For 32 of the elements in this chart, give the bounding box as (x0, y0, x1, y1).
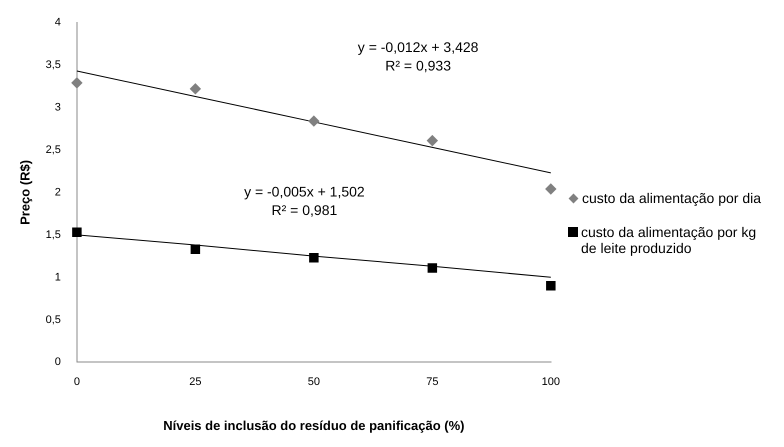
x-tick-label: 0 (74, 376, 80, 388)
y-tick-label: 1,5 (46, 228, 61, 241)
x-tick-label: 50 (308, 376, 320, 388)
point (308, 116, 320, 127)
point (545, 184, 556, 195)
y-tick-label: 3 (54, 102, 61, 114)
point (309, 253, 319, 263)
y-axis-title: Preço (R$) (17, 160, 32, 225)
point (190, 83, 201, 94)
y-tick-label: 2 (54, 186, 61, 198)
legend-label: custo da alimentação por kg de leite produzido (581, 224, 758, 256)
point (72, 228, 82, 238)
y-tick-label: 0 (54, 356, 61, 368)
annotation: R² = 0,933 (385, 58, 452, 74)
y-tick-label: 2,5 (46, 144, 61, 156)
y-tick-label: 4 (54, 16, 61, 29)
x-tick-label: 100 (542, 376, 560, 388)
point (426, 135, 438, 146)
point (428, 263, 438, 273)
x-tick-label: 25 (189, 376, 202, 388)
x-axis-title: Níveis de inclusão do resíduo de panificação (%) (163, 418, 464, 433)
annotation: y = -0,005x + 1,502 (244, 183, 365, 200)
legend-label: custo da alimentação por dia (582, 190, 761, 206)
annotation: R² = 0,981 (271, 202, 338, 218)
x-tick-label: 75 (426, 376, 438, 388)
y-tick-label: 0,5 (46, 314, 61, 326)
point (71, 77, 82, 88)
y-tick-label: 1 (54, 271, 61, 284)
annotation: y = -0,012x + 3,428 (358, 38, 479, 55)
y-tick-label: 3,5 (46, 59, 61, 72)
point (190, 244, 200, 254)
point (546, 281, 556, 291)
